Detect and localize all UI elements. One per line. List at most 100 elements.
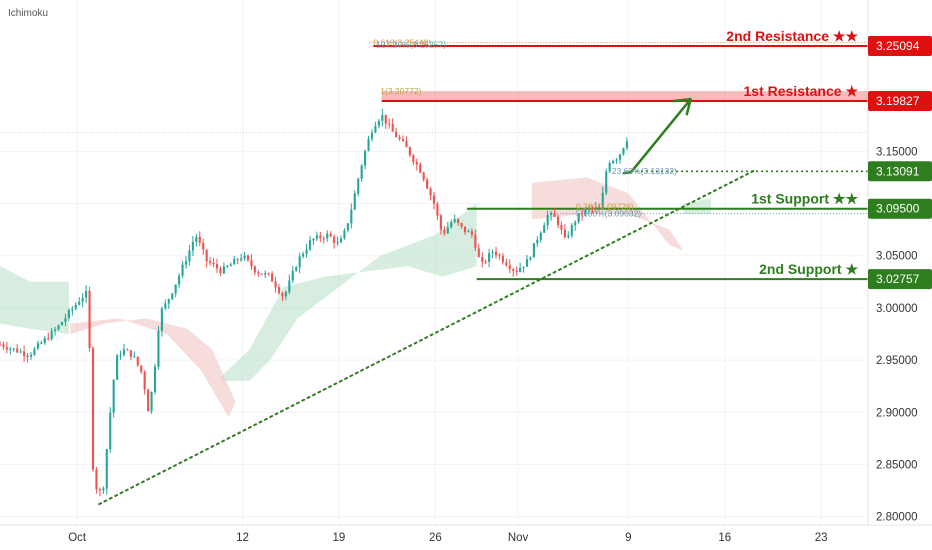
candle-down bbox=[271, 273, 274, 282]
candle-down bbox=[501, 255, 504, 263]
candle-up bbox=[446, 227, 449, 234]
candle-up bbox=[240, 258, 243, 261]
cloud-bullish-region bbox=[0, 266, 69, 334]
candle-down bbox=[267, 273, 270, 275]
candle-down bbox=[388, 123, 391, 125]
candle-up bbox=[594, 207, 597, 209]
candle-up bbox=[467, 231, 470, 233]
candle-up bbox=[543, 225, 546, 233]
candle-down bbox=[91, 348, 95, 470]
candle-up bbox=[536, 239, 539, 244]
candle-up bbox=[584, 208, 587, 215]
candle-down bbox=[481, 257, 484, 262]
annotations: 0.618(3.25440)127.20%(3.25257) 1(3.20772)… bbox=[98, 28, 858, 506]
candle-up bbox=[605, 171, 608, 193]
x-tick-label: 12 bbox=[236, 532, 249, 544]
candle-up bbox=[288, 280, 291, 293]
cloud-bullish-region bbox=[683, 198, 711, 214]
candle-down bbox=[563, 229, 566, 238]
candle-up bbox=[284, 292, 287, 297]
candle-up bbox=[133, 356, 136, 358]
candle-down bbox=[95, 469, 98, 490]
candle-down bbox=[401, 139, 405, 141]
candle-down bbox=[260, 273, 263, 275]
candle-up bbox=[305, 249, 308, 254]
candle-down bbox=[246, 255, 250, 260]
candle-up bbox=[116, 355, 119, 380]
candle-down bbox=[0, 344, 2, 346]
candle-up bbox=[233, 259, 236, 265]
projection-arrow bbox=[630, 98, 692, 174]
candle-down bbox=[319, 235, 322, 239]
candle-up bbox=[57, 325, 60, 330]
candle-up bbox=[226, 266, 229, 268]
candle-up bbox=[346, 223, 349, 231]
candle-up bbox=[618, 154, 622, 160]
candle-up bbox=[243, 255, 246, 259]
candle-up bbox=[370, 132, 374, 139]
candle-down bbox=[98, 489, 101, 491]
x-tick-label: 9 bbox=[625, 532, 631, 544]
candle-down bbox=[209, 261, 212, 263]
candle-up bbox=[601, 192, 604, 208]
x-tick-label: Oct bbox=[68, 532, 87, 544]
fib-label: 0.618(3.25440) bbox=[373, 37, 431, 47]
fib-label: 1(3.20772) bbox=[380, 86, 421, 96]
candle-up bbox=[160, 308, 163, 331]
candle-up bbox=[222, 266, 225, 274]
candle-down bbox=[415, 161, 418, 165]
price-tag-label: 3.13091 bbox=[876, 164, 920, 178]
candle-down bbox=[460, 222, 463, 227]
candle-down bbox=[477, 248, 480, 258]
resistance-zone-1 bbox=[381, 91, 868, 101]
candle-up bbox=[339, 238, 343, 243]
fib-label: 50.00%(3.09032) bbox=[576, 209, 641, 219]
candle-down bbox=[236, 259, 239, 261]
candle-up bbox=[570, 225, 573, 236]
candle-up bbox=[450, 222, 453, 228]
candle-up bbox=[374, 125, 377, 133]
candle-down bbox=[143, 371, 146, 390]
candle-down bbox=[426, 179, 429, 189]
candle-up bbox=[302, 253, 305, 257]
candle-up bbox=[178, 275, 181, 285]
support-level-label: 1st Support ★★ bbox=[751, 191, 858, 207]
candle-down bbox=[553, 212, 556, 217]
candle-up bbox=[367, 138, 370, 151]
cloud-bearish-region bbox=[531, 177, 684, 251]
fib-label: 0.382(3.09728) bbox=[576, 201, 634, 211]
candle-up bbox=[19, 351, 22, 353]
candle-down bbox=[484, 261, 487, 263]
candle-up bbox=[264, 273, 267, 275]
candle-up bbox=[567, 235, 570, 238]
x-axis[interactable]: Oct 12 19 26 Nov 9 16 23 bbox=[68, 532, 827, 544]
candle-down bbox=[391, 124, 394, 132]
candle-up bbox=[608, 163, 611, 172]
candle-up bbox=[119, 354, 122, 356]
y-tick-label: 2.85000 bbox=[876, 459, 918, 471]
candle-down bbox=[556, 216, 560, 225]
candle-up bbox=[181, 264, 184, 276]
x-tick-label: 19 bbox=[333, 532, 346, 544]
y-tick-label: 3.00000 bbox=[876, 303, 918, 315]
candle-down bbox=[257, 272, 260, 274]
candle-down bbox=[432, 195, 436, 204]
y-axis[interactable]: 3.150003.100003.050003.000002.950002.900… bbox=[868, 35, 932, 524]
price-tag bbox=[868, 90, 932, 111]
candle-up bbox=[67, 310, 70, 319]
candle-down bbox=[16, 348, 19, 353]
projection-arrow-head bbox=[672, 97, 692, 116]
price-tag-label: 3.19827 bbox=[876, 94, 920, 108]
price-tag bbox=[868, 161, 932, 182]
candle-down bbox=[560, 224, 563, 230]
candle-up bbox=[157, 330, 160, 367]
candle-up bbox=[453, 218, 456, 223]
ichimoku-cloud bbox=[0, 177, 711, 418]
candle-down bbox=[457, 218, 460, 223]
candle-up bbox=[298, 256, 301, 268]
candle-down bbox=[422, 172, 425, 180]
candle-down bbox=[136, 356, 139, 366]
x-tick-label: 26 bbox=[429, 532, 442, 544]
